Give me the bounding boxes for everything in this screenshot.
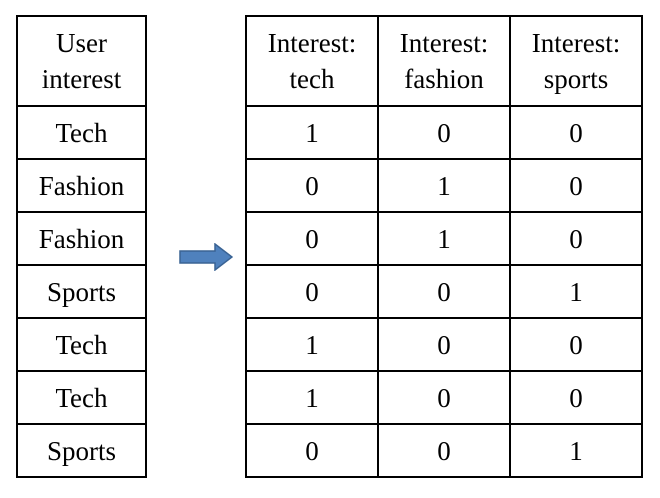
table-row: Fashion [16,211,147,266]
interest-tech-header: Interest: tech [245,15,379,107]
table-cell: 0 [509,105,643,160]
table-cell: 0 [509,370,643,425]
table-cell: 0 [509,158,643,213]
table-cell: Fashion [16,158,147,213]
table-row: 0 1 0 [245,158,643,213]
table-cell: Tech [16,105,147,160]
table-cell: 1 [245,370,379,425]
table-cell: 1 [245,317,379,372]
table-cell: 1 [377,211,511,266]
table-cell: 1 [245,105,379,160]
table-row: Sports [16,423,147,478]
table-row: Tech [16,370,147,425]
table-cell: 0 [377,423,511,478]
table-cell: Sports [16,264,147,319]
table-cell: 1 [509,264,643,319]
user-interest-header: User interest [16,15,147,107]
table-cell: 0 [245,264,379,319]
table-row: 0 1 0 [245,211,643,266]
one-hot-table: Interest: tech Interest: fashion Interest:… [245,15,643,478]
table-row: 1 0 0 [245,105,643,160]
table-cell: 0 [377,105,511,160]
right-arrow-icon [179,243,233,271]
table-row: Tech [16,105,147,160]
table-row: 1 0 0 [245,317,643,372]
table-cell: 0 [509,211,643,266]
table-row: 0 0 1 [245,264,643,319]
header-row: Interest: tech Interest: fashion Interest:… [245,15,643,107]
table-cell: 0 [377,370,511,425]
table-cell: Sports [16,423,147,478]
user-interest-table: User interest Tech Fashion Fashion Sports… [16,15,147,478]
table-cell: 0 [509,317,643,372]
header-row: User interest [16,15,147,107]
table-row: Sports [16,264,147,319]
table-cell: Tech [16,370,147,425]
table-row: 1 0 0 [245,370,643,425]
table-cell: 0 [245,423,379,478]
table-cell: 0 [245,158,379,213]
interest-sports-header: Interest: sports [509,15,643,107]
table-row: 0 0 1 [245,423,643,478]
table-cell: 0 [377,317,511,372]
table-row: Fashion [16,158,147,213]
table-cell: 0 [377,264,511,319]
table-cell: Tech [16,317,147,372]
table-row: Tech [16,317,147,372]
table-cell: 1 [509,423,643,478]
table-cell: 1 [377,158,511,213]
table-cell: 0 [245,211,379,266]
table-cell: Fashion [16,211,147,266]
interest-fashion-header: Interest: fashion [377,15,511,107]
